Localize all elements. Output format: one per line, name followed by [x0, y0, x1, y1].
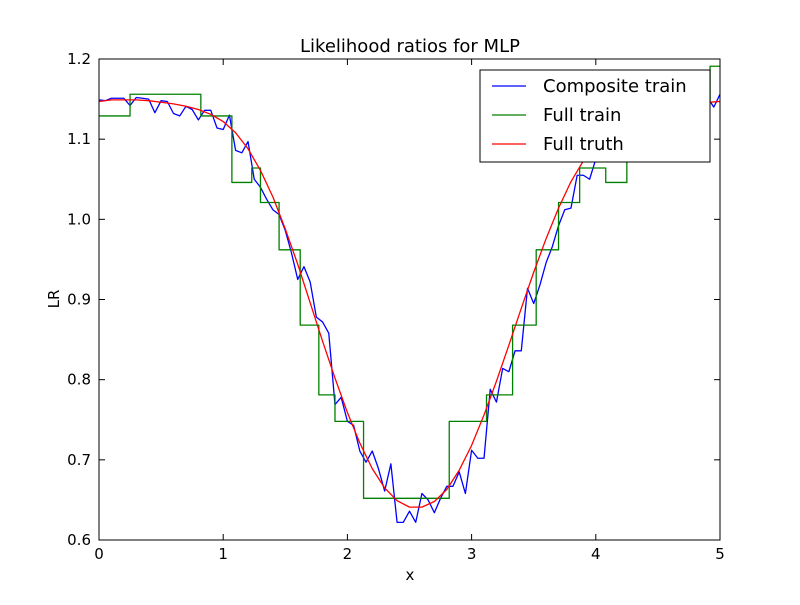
legend-label-composite-train: Composite train — [543, 76, 687, 97]
x-tick-label: 3 — [467, 545, 477, 563]
x-tick-label: 1 — [218, 545, 228, 563]
y-tick-label: 0.6 — [67, 531, 91, 549]
legend: Composite train Full train Full truth — [479, 69, 711, 163]
y-tick-label: 0.9 — [67, 291, 91, 309]
x-tick-label: 2 — [343, 545, 353, 563]
y-tick-label: 1.0 — [67, 210, 91, 228]
y-axis-label: LR — [45, 290, 63, 309]
legend-label-full-train: Full train — [543, 105, 621, 126]
x-axis-label: x — [406, 566, 415, 584]
series-line-full-train — [99, 65, 720, 499]
y-tick-label: 0.7 — [67, 451, 91, 469]
x-tick-label: 0 — [94, 545, 104, 563]
x-tick-label: 5 — [715, 545, 725, 563]
plot-frame — [98, 58, 721, 541]
y-tick-label: 1.1 — [67, 130, 91, 148]
x-axis-ticks: 0 1 2 3 4 5 — [94, 59, 725, 563]
legend-box — [479, 69, 711, 163]
y-axis-ticks: 0.6 0.7 0.8 0.9 1.0 1.1 1.2 — [67, 50, 720, 549]
legend-label-full-truth: Full truth — [543, 134, 624, 155]
x-tick-label: 4 — [591, 545, 601, 563]
y-tick-label: 0.8 — [67, 371, 91, 389]
chart-title: Likelihood ratios for MLP — [300, 36, 520, 57]
y-tick-label: 1.2 — [67, 50, 91, 68]
